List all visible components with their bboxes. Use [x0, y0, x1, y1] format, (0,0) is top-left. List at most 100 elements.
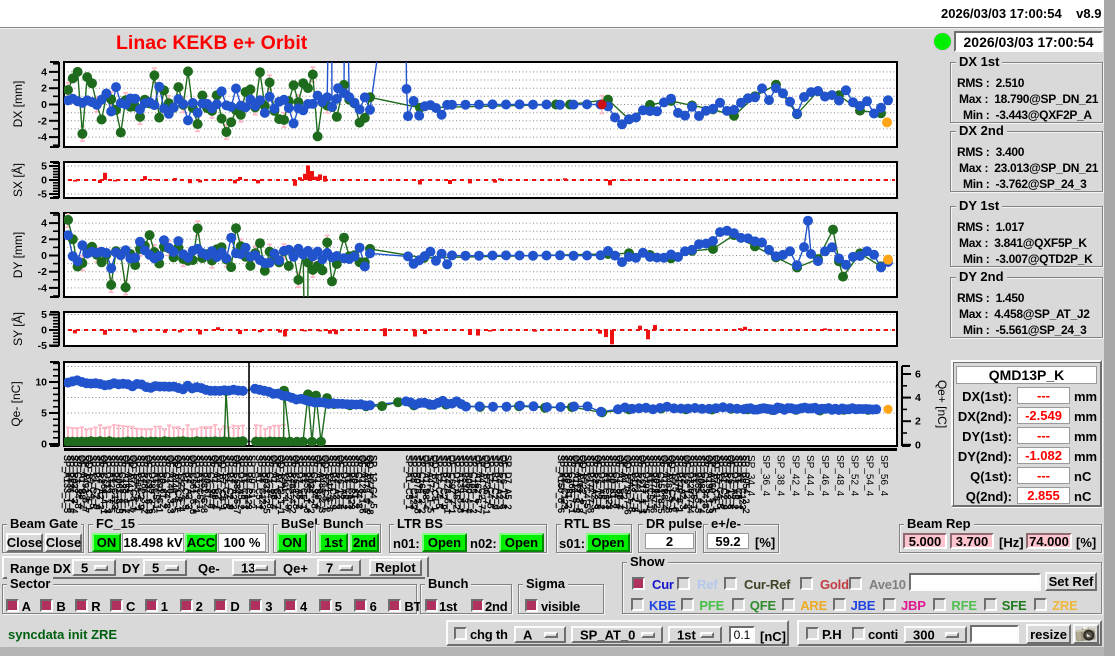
svg-text:SP_12_C4_5: SP_12_C4_5 — [715, 455, 725, 509]
svg-text:SP_R034_2_2: SP_R034_2_2 — [306, 455, 316, 514]
svg-text:QD_B7_C8_1: QD_B7_C8_1 — [129, 455, 139, 511]
svg-text:QD_B7_C8_1: QD_B7_C8_1 — [430, 455, 440, 511]
svg-text:SP_R0_61_2: SP_R0_61_2 — [350, 455, 360, 509]
svg-text:SP_C166_7_1: SP_C166_7_1 — [567, 455, 577, 514]
svg-text:SP_B1_C2_9: SP_B1_C2_9 — [284, 455, 294, 510]
svg-text:SP_B836_7_5: SP_B836_7_5 — [66, 455, 76, 513]
svg-text:QF_A114_5_5: QF_A114_5_5 — [571, 455, 581, 513]
svg-text:SP_C185_7_2: SP_C185_7_2 — [469, 455, 479, 514]
svg-text:SP_R4_A2_3: SP_R4_A2_3 — [229, 455, 239, 510]
svg-text:SP_R0_61_2: SP_R0_61_2 — [652, 455, 662, 509]
svg-text:QF_A1_B8_4: QF_A1_B8_4 — [615, 455, 625, 510]
svg-text:0: 0 — [41, 175, 47, 187]
svg-text:SP_D721_4_1: SP_D721_4_1 — [192, 455, 202, 514]
svg-text:0: 0 — [41, 99, 47, 111]
svg-text:SP_C1_34_8: SP_C1_34_8 — [265, 455, 275, 509]
svg-text:SP_A139_8_8: SP_A139_8_8 — [456, 455, 466, 513]
svg-text:QF_C684_5_7: QF_C684_5_7 — [232, 455, 242, 514]
svg-text:QF_C6_12_8: QF_C6_12_8 — [593, 455, 603, 509]
svg-text:QD_B7_C8_1: QD_B7_C8_1 — [84, 455, 94, 511]
svg-text:SP_R031_2_5: SP_R031_2_5 — [261, 455, 271, 514]
svg-text:SP_R4_A2_3: SP_R4_A2_3 — [184, 455, 194, 510]
svg-text:SP_A469_3_8: SP_A469_3_8 — [575, 455, 585, 513]
svg-text:SP_B1_C2_9: SP_B1_C2_9 — [719, 455, 729, 510]
svg-text:SP_D7_A5_2: SP_D7_A5_2 — [597, 455, 607, 510]
svg-text:SP_A460_5_5: SP_A460_5_5 — [708, 455, 718, 513]
svg-text:SP_B179_8_1: SP_B179_8_1 — [674, 455, 684, 513]
svg-text:QF_C637_6_8: QF_C637_6_8 — [143, 455, 153, 514]
svg-text:5: 5 — [41, 309, 47, 321]
svg-text:SP_46_4: SP_46_4 — [819, 455, 830, 497]
svg-text:SP_R4_A2_3: SP_R4_A2_3 — [95, 455, 105, 510]
svg-text:10: 10 — [35, 377, 47, 389]
svg-text:SP_D720_7_4: SP_D720_7_4 — [686, 455, 696, 514]
svg-text:SP_A1_C5_1: SP_A1_C5_1 — [645, 455, 655, 510]
svg-text:SP_A1_C5_1: SP_A1_C5_1 — [689, 455, 699, 510]
svg-text:SP_B1_C2_9: SP_B1_C2_9 — [225, 455, 235, 510]
svg-text:0: 0 — [41, 250, 47, 262]
svg-text:SP_D7_A5_2: SP_D7_A5_2 — [236, 455, 246, 510]
svg-text:SP_C1_34_8: SP_C1_34_8 — [162, 455, 172, 509]
svg-text:SP_A1_C5_1: SP_A1_C5_1 — [240, 455, 250, 510]
svg-text:SP_A1_C5_1: SP_A1_C5_1 — [151, 455, 161, 510]
svg-text:SP_B113_2_6: SP_B113_2_6 — [630, 455, 640, 512]
svg-text:SP_B1_C2_9: SP_B1_C2_9 — [438, 455, 448, 510]
svg-text:SP_A493_8_7: SP_A493_8_7 — [81, 455, 91, 513]
svg-text:5: 5 — [41, 408, 47, 420]
svg-text:SP_12_C4_5: SP_12_C4_5 — [434, 455, 444, 509]
svg-text:SP_R0_61_2: SP_R0_61_2 — [247, 455, 257, 509]
svg-text:SP_52_4: SP_52_4 — [849, 455, 860, 497]
svg-text:SY [Å]: SY [Å] — [10, 312, 25, 346]
svg-text:SP_D7_A5_2: SP_D7_A5_2 — [730, 455, 740, 510]
svg-text:SP_D7_A5_2: SP_D7_A5_2 — [295, 455, 305, 510]
svg-text:SP_B1_C2_9: SP_B1_C2_9 — [92, 455, 102, 510]
svg-text:QF_C6_12_8: QF_C6_12_8 — [291, 455, 301, 509]
svg-text:4: 4 — [41, 218, 47, 230]
svg-text:SP_B177_7_8: SP_B177_7_8 — [586, 455, 596, 513]
svg-text:-4: -4 — [38, 132, 47, 144]
svg-text:5: 5 — [41, 161, 47, 173]
svg-text:SP_C1_34_8: SP_C1_34_8 — [206, 455, 216, 509]
svg-text:SP_R4_A2_3: SP_R4_A2_3 — [723, 455, 733, 510]
svg-text:QF_A1_B8_4: QF_A1_B8_4 — [660, 455, 670, 510]
svg-text:QF_A1_B8_4: QF_A1_B8_4 — [269, 455, 279, 510]
svg-text:SP_R037_3_4: SP_R037_3_4 — [69, 455, 79, 514]
svg-text:SP_D7_A5_2: SP_D7_A5_2 — [339, 455, 349, 510]
svg-text:SP_56_4: SP_56_4 — [878, 455, 889, 497]
svg-text:6: 6 — [915, 369, 921, 381]
svg-text:SP_A485_2_3: SP_A485_2_3 — [317, 455, 327, 513]
svg-text:SP_D791_1_5: SP_D791_1_5 — [641, 455, 651, 514]
svg-text:QF_C6_12_8: QF_C6_12_8 — [682, 455, 692, 509]
svg-text:SP_R082_4_4: SP_R082_4_4 — [697, 455, 707, 514]
svg-text:Qe+ [nC]: Qe+ [nC] — [935, 380, 949, 428]
svg-text:DY [mm]: DY [mm] — [11, 232, 25, 278]
svg-text:QD_B777_4_8: QD_B777_4_8 — [365, 455, 375, 515]
svg-text:SP_A1_C5_1: SP_A1_C5_1 — [404, 455, 414, 510]
svg-text:SP_42_4: SP_42_4 — [789, 455, 800, 497]
svg-text:2: 2 — [41, 83, 47, 95]
svg-text:SP_B1_C2_9: SP_B1_C2_9 — [490, 455, 500, 510]
svg-text:SP_B874_7_6: SP_B874_7_6 — [649, 455, 659, 513]
svg-text:SP_R061_8_5: SP_R061_8_5 — [114, 455, 124, 514]
svg-text:QD_B7_C8_1: QD_B7_C8_1 — [173, 455, 183, 511]
svg-text:SP_12_C4_5: SP_12_C4_5 — [221, 455, 231, 509]
svg-text:SP_36_4: SP_36_4 — [760, 455, 771, 497]
svg-text:QD_B7_C8_1: QD_B7_C8_1 — [217, 455, 227, 511]
svg-text:SP_A481_7_8: SP_A481_7_8 — [663, 455, 673, 513]
svg-text:2: 2 — [915, 416, 921, 428]
svg-text:SP_B8_C123: SP_B8_C123 — [737, 455, 747, 510]
svg-text:4: 4 — [41, 66, 47, 78]
svg-text:SP_A128_7_5: SP_A128_7_5 — [106, 455, 116, 513]
svg-text:SP_34_4: SP_34_4 — [745, 455, 756, 497]
svg-text:DX [mm]: DX [mm] — [11, 81, 25, 128]
svg-text:QD_B736_7_1: QD_B736_7_1 — [481, 455, 491, 515]
svg-text:SP_B1_C2_9: SP_B1_C2_9 — [136, 455, 146, 510]
svg-text:SP_A1_C5_1: SP_A1_C5_1 — [734, 455, 744, 510]
svg-text:QF_A162_6_7: QF_A162_6_7 — [473, 455, 483, 514]
svg-text:QF_C6_12_8: QF_C6_12_8 — [726, 455, 736, 509]
svg-text:SP_R4_A2_3: SP_R4_A2_3 — [589, 455, 599, 510]
svg-text:SP_C1_34_8: SP_C1_34_8 — [310, 455, 320, 509]
svg-text:0: 0 — [41, 325, 47, 337]
svg-text:SP_44_4: SP_44_4 — [804, 455, 815, 497]
svg-text:SP_A475_5_5: SP_A475_5_5 — [361, 455, 371, 513]
